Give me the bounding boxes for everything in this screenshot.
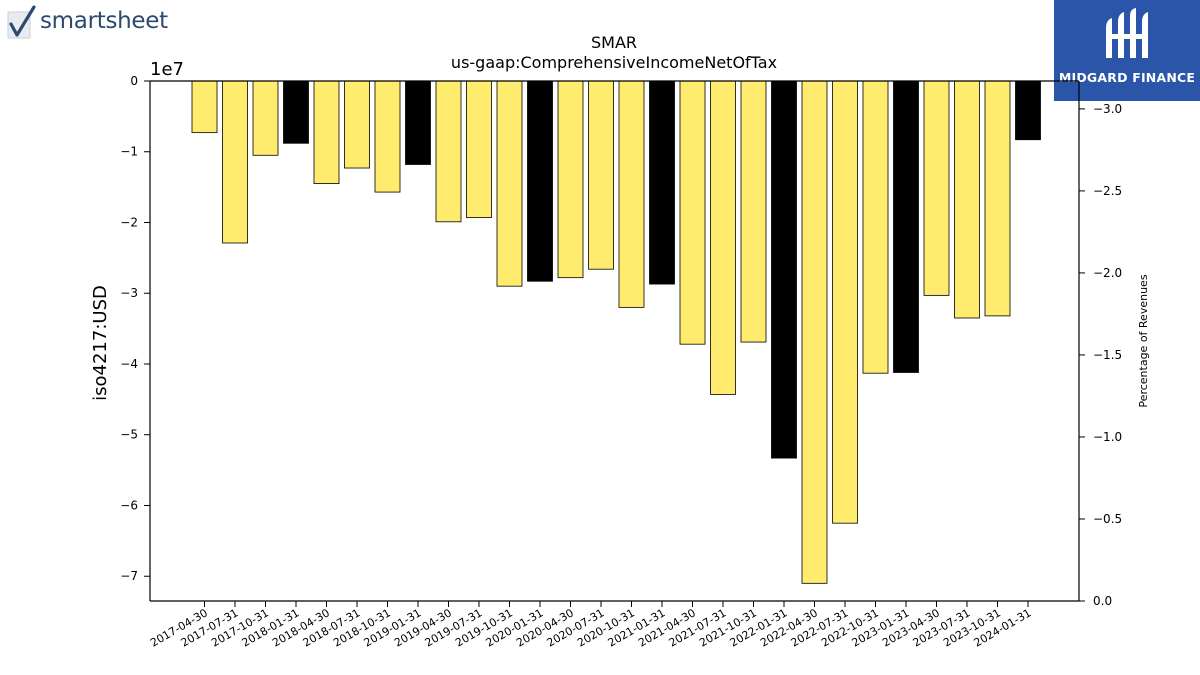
y-tick-label: −1 (120, 145, 138, 159)
bar-2022-10-31 (862, 80, 889, 374)
y2-tick-label: −2.0 (1093, 266, 1122, 280)
y-tick-label: 0 (130, 74, 138, 88)
bar-2017-10-31 (252, 80, 279, 156)
bar-2019-10-31 (496, 80, 523, 287)
bar-2021-10-31 (740, 80, 767, 343)
bar-2023-07-31 (954, 80, 980, 319)
bar-2019-04-30 (435, 80, 462, 223)
y-tick-label: −4 (120, 357, 138, 371)
bar-2022-04-30 (801, 80, 828, 584)
y2-tick-label: −3.0 (1093, 102, 1122, 116)
bar-2023-10-31 (984, 80, 1011, 317)
chart-title: SMAR (591, 33, 637, 52)
bar-2021-07-31 (710, 80, 736, 395)
bar-2018-01-31 (283, 80, 309, 144)
bar-2023-04-30 (923, 80, 950, 296)
bar-2020-01-31 (527, 80, 553, 282)
midgard-logo-icon (1106, 8, 1148, 58)
y-tick-label: −3 (120, 286, 138, 300)
y-tick-label: −2 (120, 215, 138, 229)
bar-2024-01-31 (1015, 80, 1041, 141)
bar-2018-04-30 (313, 80, 340, 184)
bar-2020-07-31 (588, 80, 614, 270)
bar-2021-01-31 (649, 80, 675, 285)
y2-tick-label: −2.5 (1093, 184, 1122, 198)
y2-axis-label: Percentage of Revenues (1137, 274, 1150, 407)
bars-group (191, 80, 1041, 584)
bar-2019-07-31 (466, 80, 492, 218)
bar-2021-04-30 (679, 80, 706, 345)
x-axis: 2017-04-302017-07-312017-10-312018-01-31… (148, 601, 1034, 650)
midgard-finance-logo: MIDGARD FINANCE (1054, 0, 1200, 101)
bar-2018-10-31 (374, 80, 401, 193)
y-offset-label: 1e7 (150, 59, 184, 80)
bar-2017-04-30 (191, 80, 218, 134)
bar-2022-01-31 (771, 80, 797, 459)
bar-2019-01-31 (405, 80, 431, 165)
checkmark-icon (7, 5, 36, 39)
bar-2020-10-31 (618, 80, 645, 308)
y-axis: 0 −1 −2 −3 −4 −5 −6 −7 (120, 74, 150, 583)
smartsheet-logo-text: smartsheet (40, 8, 168, 34)
y2-tick-label: −1.0 (1093, 430, 1122, 444)
y-axis-label: iso4217:USD (90, 285, 111, 401)
bar-2018-07-31 (344, 80, 370, 169)
bar-2023-01-31 (893, 80, 919, 373)
chart-subtitle: us-gaap:ComprehensiveIncomeNetOfTax (451, 53, 777, 72)
smartsheet-logo: smartsheet (6, 4, 181, 42)
y-tick-label: −5 (120, 428, 138, 442)
midgard-logo-text: MIDGARD FINANCE (1058, 70, 1196, 85)
bar-2017-07-31 (222, 80, 248, 244)
y2-tick-label: 0.0 (1093, 594, 1112, 608)
y-tick-label: −7 (120, 569, 138, 583)
bar-2022-07-31 (832, 80, 858, 524)
bar-2020-04-30 (557, 80, 584, 279)
y-tick-label: −6 (120, 498, 138, 512)
y2-tick-label: −0.5 (1093, 512, 1122, 526)
y2-tick-label: −1.5 (1093, 348, 1122, 362)
y2-axis: 0.0 −0.5 −1.0 −1.5 −2.0 −2.5 −3.0 (1079, 102, 1122, 608)
